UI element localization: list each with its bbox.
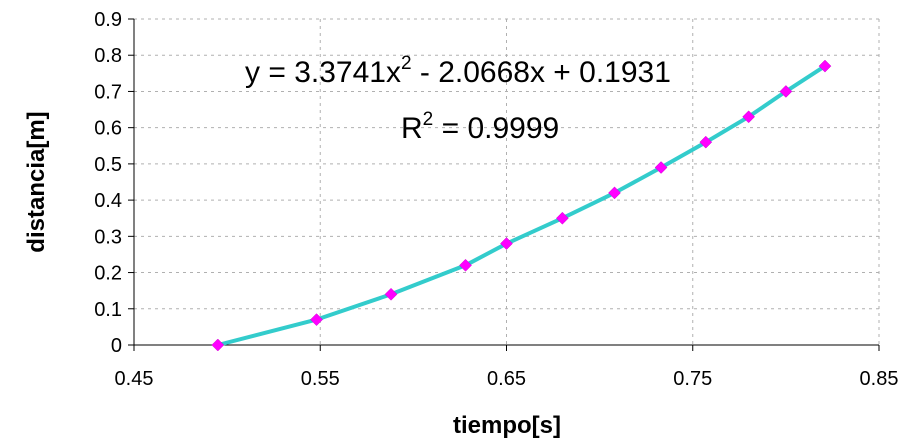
y-tick-label: 0.1 — [94, 299, 122, 321]
y-tick-label: 0.9 — [94, 9, 122, 31]
y-tick-label: 0.8 — [94, 45, 122, 67]
r2-exponent: 2 — [423, 109, 434, 130]
x-tick-label: 0.85 — [860, 368, 899, 390]
data-point-marker — [384, 287, 398, 301]
y-tick-label: 0.6 — [94, 118, 122, 140]
data-point-marker — [608, 186, 621, 200]
y-tick-label: 0.4 — [94, 190, 122, 212]
y-tick-label: 0.7 — [94, 81, 122, 103]
trendline-path — [215, 64, 827, 347]
equation-prefix: y = 3.3741x — [245, 56, 401, 89]
y-axis-label: distancia[m] — [23, 111, 50, 252]
x-tick-labels: 0.45 0.55 0.65 0.75 0.85 — [115, 368, 899, 390]
data-point-marker — [500, 237, 513, 250]
r2-suffix: = 0.9999 — [433, 112, 559, 145]
axes — [128, 18, 880, 351]
grid-lines — [134, 18, 880, 345]
data-point-marker — [742, 110, 755, 124]
data-point-marker — [699, 135, 713, 149]
x-tick-label: 0.45 — [115, 368, 154, 390]
x-tick-label: 0.55 — [301, 368, 340, 390]
y-tick-label: 0.2 — [94, 263, 122, 285]
y-tick-label: 0 — [111, 335, 122, 357]
data-point-marker — [556, 211, 569, 225]
data-point-marker — [779, 85, 793, 98]
r2-prefix: R — [401, 112, 423, 145]
y-tick-labels: 0 0.1 0.2 0.3 0.4 0.5 0.6 0.7 0.8 0.9 — [94, 9, 122, 357]
trendline-equation: y = 3.3741x2 - 2.0668x + 0.1931 — [245, 53, 671, 89]
x-axis-label: tiempo[s] — [453, 412, 561, 439]
data-point-marker — [310, 313, 323, 326]
trendline-series — [215, 64, 827, 347]
data-point-marker — [459, 258, 472, 272]
equation-suffix: - 2.0668x + 0.1931 — [412, 56, 671, 89]
y-tick-label: 0.5 — [94, 154, 122, 176]
x-tick-label: 0.75 — [673, 368, 712, 390]
r-squared-label: R2 = 0.9999 — [401, 109, 559, 145]
data-point-marker — [654, 161, 668, 174]
data-point-series — [211, 59, 832, 352]
data-point-marker — [211, 338, 225, 352]
x-tick-label: 0.65 — [487, 368, 526, 390]
y-tick-label: 0.3 — [94, 226, 122, 248]
equation-exponent: 2 — [401, 53, 412, 74]
data-point-marker — [818, 59, 832, 73]
